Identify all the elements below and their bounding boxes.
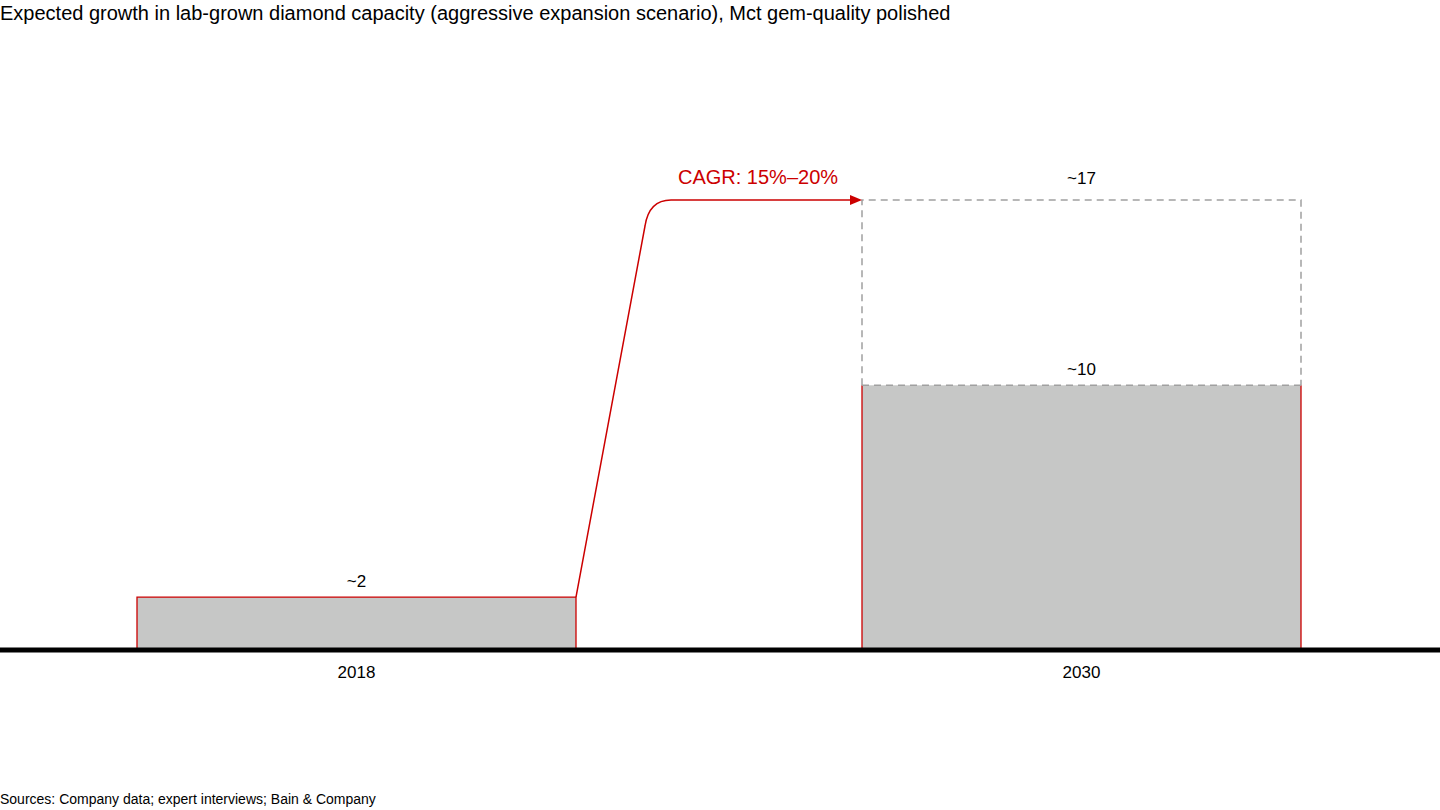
category-label: 2018 xyxy=(338,663,376,682)
data-label: ~2 xyxy=(347,572,366,591)
source: Sources: Company data; expert interviews… xyxy=(0,791,376,807)
bar-edge xyxy=(137,597,576,650)
title: Expected growth in lab-grown diamond cap… xyxy=(0,2,951,24)
bar xyxy=(137,597,576,650)
bar xyxy=(862,385,1301,650)
data-label: ~10 xyxy=(1067,360,1096,379)
upper-range xyxy=(862,200,1301,385)
bar-edge xyxy=(862,385,1301,650)
cagr-arrow xyxy=(576,200,852,597)
category-label: 2030 xyxy=(1063,663,1101,682)
marks xyxy=(137,200,1301,650)
baseline xyxy=(0,648,1440,653)
data-label: ~17 xyxy=(1067,169,1096,188)
annotation: CAGR: 15%–20% xyxy=(678,166,838,188)
arrow-head xyxy=(850,195,862,205)
chart: Expected growth in lab-grown diamond cap… xyxy=(0,0,1440,810)
